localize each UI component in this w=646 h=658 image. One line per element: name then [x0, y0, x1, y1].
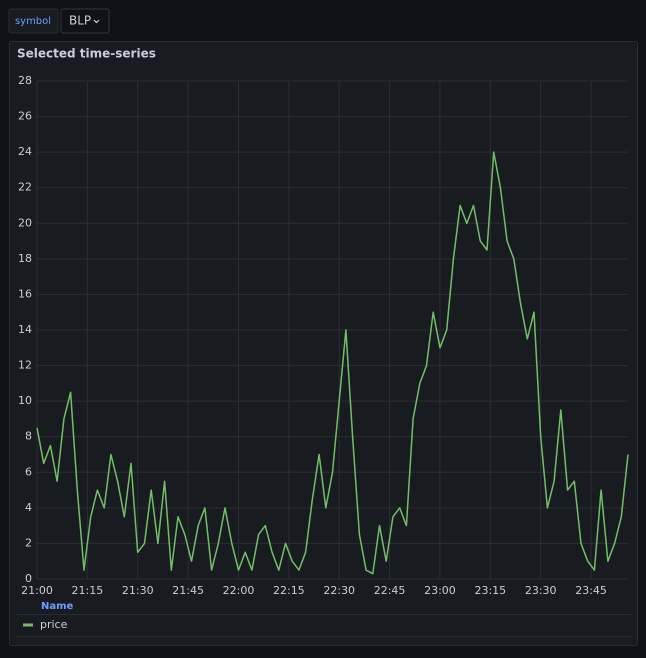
- variable-label-box: [8, 8, 59, 34]
- x-tick-label: 23:30: [525, 584, 557, 597]
- x-tick-label: 22:30: [323, 584, 355, 597]
- dropdown-box[interactable]: [60, 8, 110, 34]
- x-tick-label: 22:45: [374, 584, 406, 597]
- x-tick-label: 22:00: [223, 584, 255, 597]
- legend-header: Name: [41, 601, 74, 612]
- y-tick-label: 16: [18, 287, 32, 300]
- y-tick-label: 6: [25, 465, 32, 478]
- y-tick-label: 0: [25, 572, 32, 585]
- y-tick-label: 26: [18, 110, 32, 123]
- y-tick-label: 24: [18, 145, 32, 158]
- x-tick-label: 23:15: [474, 584, 506, 597]
- dropdown-caret[interactable]: [93, 19, 100, 24]
- legend-label: price: [40, 618, 68, 631]
- y-tick-label: 12: [18, 359, 32, 372]
- x-tick-label: 22:15: [273, 584, 305, 597]
- series-line: [36, 151, 629, 575]
- y-tick-label: 8: [25, 430, 32, 443]
- x-tick-label: 23:00: [424, 584, 456, 597]
- y-tick-label: 20: [18, 216, 32, 229]
- y-tick-label: 2: [25, 536, 32, 549]
- x-tick-label: 23:45: [575, 584, 607, 597]
- y-tick-label: 22: [18, 181, 32, 194]
- dropdown-value[interactable]: BLP: [69, 14, 91, 28]
- x-tick-label: 21:45: [172, 584, 204, 597]
- panel-title: Selected time-series: [17, 47, 156, 61]
- variable-label: symbol: [15, 16, 51, 27]
- y-tick-label: 10: [18, 394, 32, 407]
- x-tick-label: 21:30: [122, 584, 154, 597]
- x-tick-label: 21:00: [21, 584, 53, 597]
- y-tick-label: 4: [25, 501, 32, 514]
- y-tick-label: 18: [18, 252, 32, 265]
- x-tick-label: 21:15: [72, 584, 104, 597]
- y-tick-label: 28: [18, 74, 32, 87]
- y-tick-label: 14: [18, 323, 32, 336]
- variable-dropdown[interactable]: BLP: [60, 8, 110, 34]
- panel: [9, 41, 638, 646]
